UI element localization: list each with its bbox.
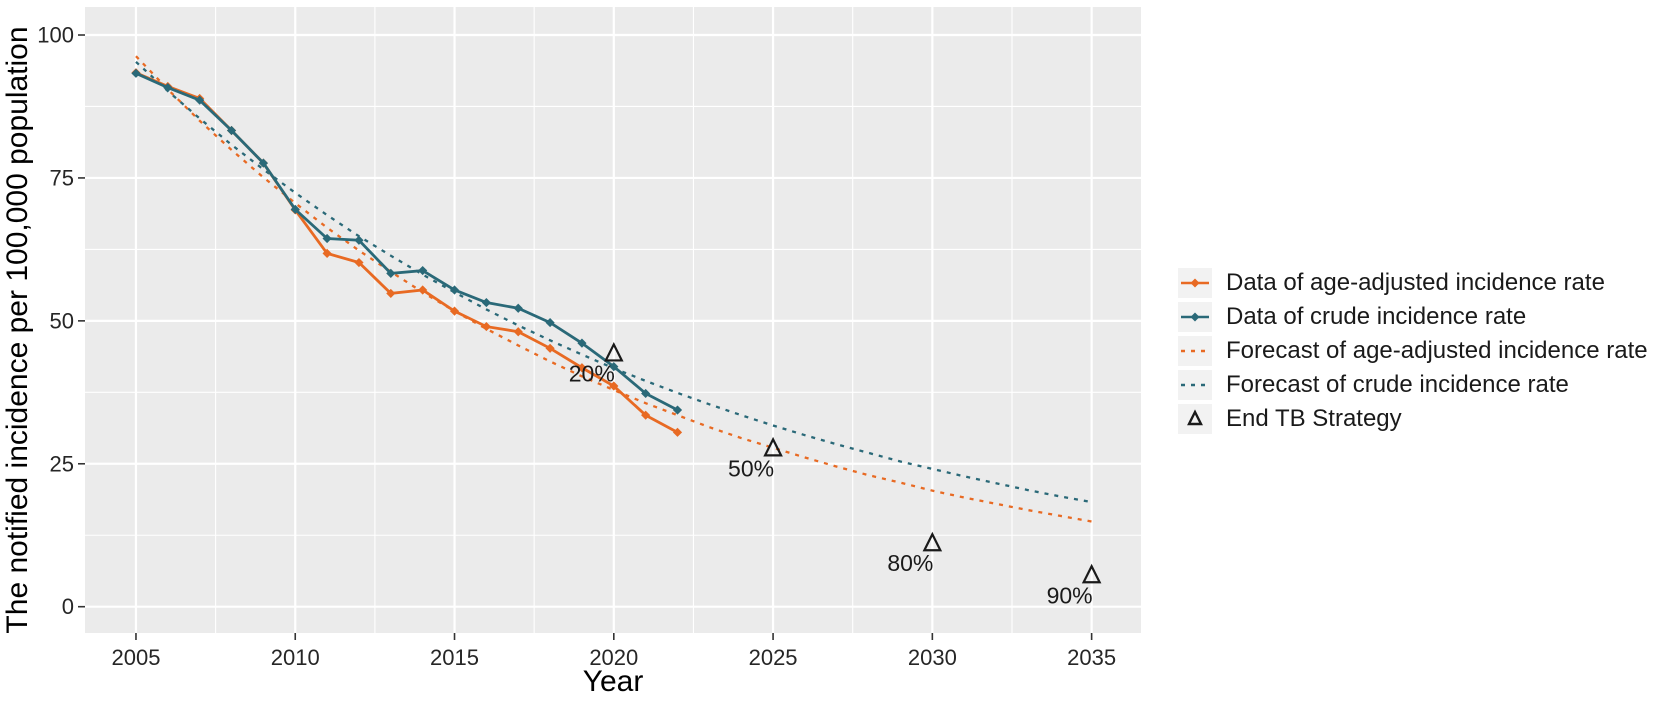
data-point-marker [545,317,555,328]
end-tb-milestone-label: 80% [887,550,933,576]
data-point-marker [513,303,523,313]
legend-key-dashed-teal-line-icon [1178,370,1212,400]
data-point-marker [131,68,141,78]
data-point-marker [322,248,332,258]
data-point-marker [386,288,396,299]
legend-key-triangle [1187,409,1203,426]
data-point-marker [354,257,364,268]
legend-key-solid-orange-line-icon [1178,268,1212,298]
x-axis-tick-label: 2020 [589,645,638,670]
x-axis-title: Year [583,665,644,698]
legend-key-solid-teal-line-icon [1178,302,1212,332]
legend-item-forecast-crude: Forecast of crude incidence rate [1178,368,1648,402]
major-gridlines [85,7,1141,633]
x-axis-tick-label: 2035 [1067,645,1116,670]
data-point-marker [449,285,460,295]
legend-item-label: Data of crude incidence rate [1226,303,1527,330]
legend-key-triangle-icon [1178,404,1212,434]
plot-layers: 20% 50% 80% 90% 2005 2010 2015 2020 2025 2030 2035… [37,7,1141,670]
y-axis-tick-label: 25 [50,451,74,476]
axis-tick-labels: 2005 2010 2015 2020 2025 2030 2035 0 25 50 75 100 [37,23,1116,670]
data-point-marker [672,405,683,415]
data-point-marker [258,158,268,168]
legend-key-background [1178,404,1212,434]
end-tb-triangle-marker [763,436,783,457]
end-tb-milestone-label: 90% [1047,582,1093,608]
data-point-marker [354,235,364,245]
legend-key-point [1190,312,1200,322]
y-axis-title: The notified incidence per 100,000 popul… [1,26,34,633]
data-point-marker [577,338,587,348]
end-tb-triangle-marker [604,341,624,362]
data-point-marker [195,95,205,105]
axis-tick-marks [78,34,1093,640]
data-point-marker [226,125,237,136]
legend-key-point [1190,278,1200,288]
y-axis-tick-label: 100 [37,23,74,48]
end-tb-milestone-label: 20% [569,360,615,386]
end-tb-strategy-markers: 20% 50% 80% 90% [569,341,1102,608]
legend-key-dashed-orange-line-icon [1178,336,1212,366]
legend-item-end-tb-strategy: End TB Strategy [1178,402,1648,436]
legend: Data of age-adjusted incidence rate Data… [1178,266,1648,436]
data-point-marker [513,327,523,337]
y-axis-tick-label: 50 [50,308,74,333]
data-point-marker [481,321,491,332]
legend-item-label: Forecast of age-adjusted incidence rate [1226,337,1648,364]
y-axis-tick-label: 0 [62,594,74,619]
data-point-marker [609,381,619,391]
x-axis-tick-label: 2005 [111,645,160,670]
data-point-marker [163,83,173,93]
legend-item-forecast-age-adjusted: Forecast of age-adjusted incidence rate [1178,334,1648,368]
series-line [135,72,679,412]
data-point-marker [609,361,619,372]
legend-item-label: Data of age-adjusted incidence rate [1226,269,1605,296]
data-point-marker [290,204,300,214]
data-point-marker [418,265,428,276]
x-axis-tick-label: 2025 [749,645,798,670]
x-axis-tick-label: 2010 [271,645,320,670]
data-point-marker [672,427,683,437]
x-axis-tick-label: 2030 [908,645,957,670]
legend-item-label: Forecast of crude incidence rate [1226,371,1569,398]
end-tb-milestone-label: 50% [728,455,774,481]
end-tb-triangle-marker [1081,563,1102,584]
legend-item-data-age-adjusted: Data of age-adjusted incidence rate [1178,266,1648,300]
data-point-marker [322,233,332,244]
data-point-marker [481,297,491,308]
data-point-marker [449,306,460,316]
chart-plot: 20% 50% 80% 90% 2005 2010 2015 2020 2025 2030 2035… [1,7,1141,698]
data-point-marker [545,343,555,353]
end-tb-triangle-marker [922,531,943,552]
series-line [135,55,1092,523]
data-point-marker [418,285,428,295]
x-axis-tick-label: 2015 [430,645,479,670]
data-point-marker [641,410,651,420]
series-forecast-of-age-adjusted-incidence-rate [135,55,1092,523]
data-point-marker [577,363,587,373]
legend-item-label: End TB Strategy [1226,405,1402,432]
data-point-marker [641,388,651,399]
legend-item-data-crude: Data of crude incidence rate [1178,300,1648,334]
data-point-marker [386,268,396,279]
series-data-of-crude-incidence-rate [131,68,683,415]
y-axis-tick-label: 75 [50,165,74,190]
